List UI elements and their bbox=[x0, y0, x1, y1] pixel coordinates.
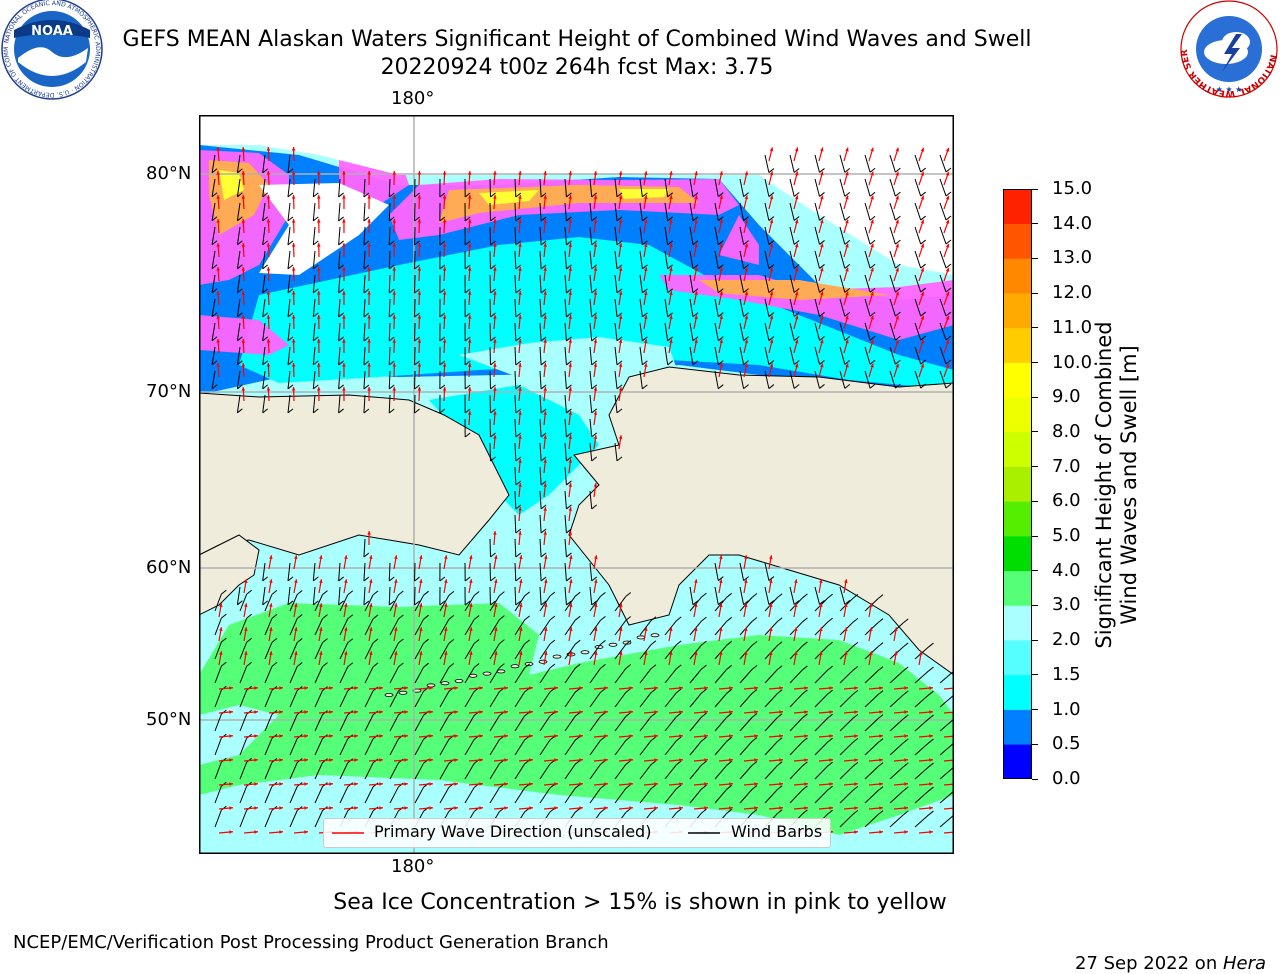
lon-label-bottom: 180° bbox=[391, 856, 434, 877]
colorbar-tick-label: 12.0 bbox=[1052, 282, 1092, 303]
colorbar-segment bbox=[1003, 258, 1032, 293]
legend-wave-label: Primary Wave Direction (unscaled) bbox=[374, 822, 651, 841]
colorbar-tick-mark bbox=[1032, 744, 1038, 745]
colorbar-tick-label: 8.0 bbox=[1052, 421, 1081, 442]
colorbar-tick-label: 7.0 bbox=[1052, 456, 1081, 477]
aleutian-island bbox=[399, 691, 407, 694]
colorbar-segment bbox=[1003, 571, 1032, 606]
colorbar-tick-label: 0.5 bbox=[1052, 733, 1081, 754]
colorbar-segment bbox=[1003, 710, 1032, 745]
legend-wind-label: Wind Barbs bbox=[731, 822, 822, 841]
wave-direction-legend-icon bbox=[330, 826, 366, 840]
colorbar-segment bbox=[1003, 605, 1032, 640]
colorbar-tick-label: 14.0 bbox=[1052, 213, 1092, 234]
colorbar-tick-mark bbox=[1032, 605, 1038, 606]
colorbar-tick-label: 11.0 bbox=[1052, 317, 1092, 338]
colorbar-segment bbox=[1003, 189, 1032, 224]
colorbar-tick-label: 1.0 bbox=[1052, 699, 1081, 720]
colorbar-tick-mark bbox=[1032, 779, 1038, 780]
colorbar-tick-mark bbox=[1032, 709, 1038, 710]
colorbar-tick-mark bbox=[1032, 397, 1038, 398]
aleutian-island bbox=[539, 660, 547, 663]
colorbar-tick-label: 3.0 bbox=[1052, 594, 1081, 615]
svg-text:★ ★ ★: ★ ★ ★ bbox=[1216, 85, 1243, 94]
aleutian-island bbox=[511, 665, 519, 668]
machine-name: Hera bbox=[1223, 953, 1266, 974]
colorbar-tick-label: 10.0 bbox=[1052, 352, 1092, 373]
colorbar-tick-mark bbox=[1032, 536, 1038, 537]
lat-label-70: 70°N bbox=[146, 381, 191, 402]
map-canvas bbox=[199, 115, 954, 854]
lon-label-top: 180° bbox=[391, 88, 434, 109]
map-title: GEFS MEAN Alaskan Waters Significant Hei… bbox=[0, 27, 1154, 52]
colorbar-segment bbox=[1003, 328, 1032, 363]
aleutian-island bbox=[609, 643, 617, 646]
aleutian-island bbox=[385, 693, 393, 696]
aleutian-island bbox=[651, 634, 659, 637]
colorbar-tick-mark bbox=[1032, 362, 1038, 363]
run-date: 27 Sep 2022 on bbox=[1075, 953, 1223, 974]
colorbar-tick-mark bbox=[1032, 189, 1038, 190]
aleutian-island bbox=[427, 684, 435, 687]
colorbar-segment bbox=[1003, 467, 1032, 502]
colorbar-tick-label: 13.0 bbox=[1052, 247, 1092, 268]
colorbar-tick-mark bbox=[1032, 431, 1038, 432]
colorbar-label-line1: Significant Height of Combined bbox=[1092, 321, 1116, 648]
map-subtitle: 20220924 t00z 264h fcst Max: 3.75 bbox=[0, 55, 1154, 80]
colorbar-tick-label: 0.0 bbox=[1052, 768, 1081, 789]
colorbar-tick-mark bbox=[1032, 258, 1038, 259]
noaa-logo-text: NOAA bbox=[31, 24, 73, 39]
aleutian-island bbox=[441, 682, 449, 685]
colorbar-tick-label: 5.0 bbox=[1052, 525, 1081, 546]
colorbar-segment bbox=[1003, 397, 1032, 432]
colorbar-tick-mark bbox=[1032, 466, 1038, 467]
lat-label-80: 80°N bbox=[146, 163, 191, 184]
producer-credit: NCEP/EMC/Verification Post Processing Pr… bbox=[13, 932, 609, 953]
aleutian-island bbox=[455, 679, 463, 682]
colorbar-segment bbox=[1003, 536, 1032, 571]
colorbar-tick-label: 2.0 bbox=[1052, 629, 1081, 650]
colorbar-tick-mark bbox=[1032, 327, 1038, 328]
colorbar-tick-mark bbox=[1032, 293, 1038, 294]
colorbar-tick-label: 15.0 bbox=[1052, 178, 1092, 199]
colorbar-segment bbox=[1003, 640, 1032, 675]
aleutian-island bbox=[553, 655, 561, 658]
lat-label-50: 50°N bbox=[146, 709, 191, 730]
colorbar-tick-label: 6.0 bbox=[1052, 490, 1081, 511]
aleutian-island bbox=[483, 672, 491, 675]
colorbar-tick-mark bbox=[1032, 223, 1038, 224]
noaa-logo: NATIONAL OCEANIC AND ATMOSPHERIC ADMINIS… bbox=[0, 0, 104, 100]
colorbar-segment bbox=[1003, 501, 1032, 536]
colorbar-segment bbox=[1003, 363, 1032, 398]
aleutian-island bbox=[637, 636, 645, 639]
colorbar bbox=[1003, 189, 1032, 779]
colorbar-tick-mark bbox=[1032, 674, 1038, 675]
nws-logo: NATIONAL WEATHER SERVICE ★ ★ ★ bbox=[1178, 0, 1280, 100]
sea-ice-note: Sea Ice Concentration > 15% is shown in … bbox=[333, 890, 947, 915]
colorbar-segment bbox=[1003, 744, 1032, 779]
colorbar-tick-mark bbox=[1032, 640, 1038, 641]
colorbar-segment bbox=[1003, 224, 1032, 259]
colorbar-segment bbox=[1003, 432, 1032, 467]
colorbar-segment bbox=[1003, 293, 1032, 328]
lat-label-60: 60°N bbox=[146, 557, 191, 578]
colorbar-tick-mark bbox=[1032, 570, 1038, 571]
colorbar-label-line2: Wind Waves and Swell [m] bbox=[1117, 345, 1141, 625]
colorbar-segment bbox=[1003, 675, 1032, 710]
map-legend: Primary Wave Direction (unscaled) Wind B… bbox=[323, 818, 831, 848]
aleutian-island bbox=[581, 651, 589, 654]
map-panel bbox=[199, 115, 954, 854]
wind-barb-legend-icon bbox=[686, 826, 722, 840]
colorbar-tick-label: 1.5 bbox=[1052, 664, 1081, 685]
colorbar-tick-label: 9.0 bbox=[1052, 386, 1081, 407]
colorbar-tick-label: 4.0 bbox=[1052, 560, 1081, 581]
colorbar-tick-mark bbox=[1032, 501, 1038, 502]
